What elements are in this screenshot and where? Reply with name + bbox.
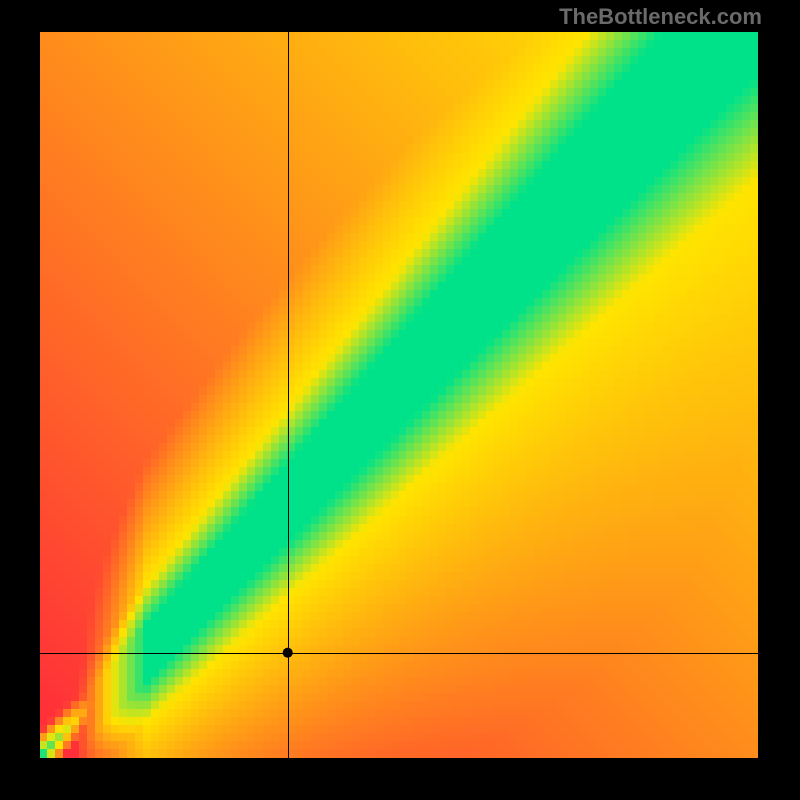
- chart-container: TheBottleneck.com: [0, 0, 800, 800]
- bottleneck-heatmap: [40, 32, 758, 758]
- attribution-label: TheBottleneck.com: [559, 4, 762, 30]
